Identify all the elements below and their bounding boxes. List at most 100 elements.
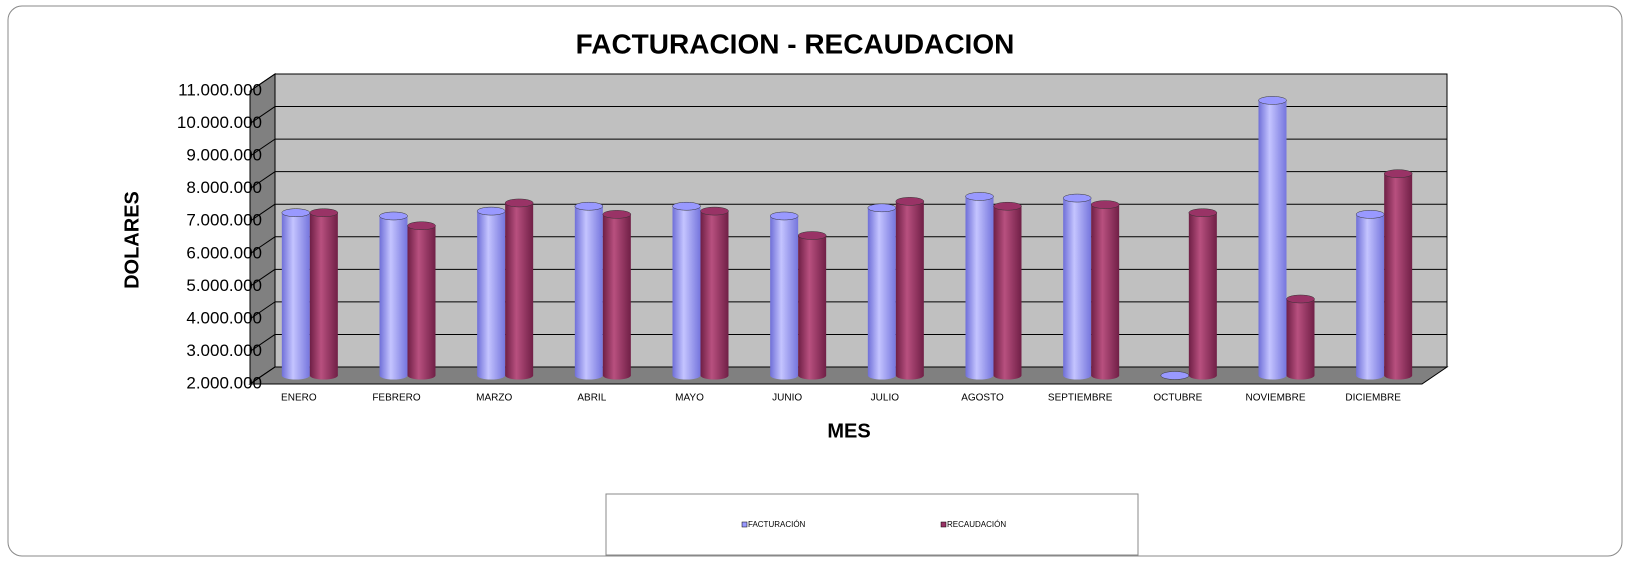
bar-base <box>895 371 924 380</box>
legend-swatch <box>940 521 947 528</box>
legend-swatch <box>741 521 748 528</box>
x-tick-label: JUNIO <box>772 393 802 404</box>
bar-body <box>1356 214 1385 376</box>
x-axis-title: MES <box>827 420 870 442</box>
bar-base <box>672 371 701 380</box>
bar-body <box>505 202 534 376</box>
bar-base <box>867 371 896 380</box>
y-tick-label: 7.000.000 <box>186 211 262 230</box>
bar-base <box>965 371 994 380</box>
bar-body <box>1063 198 1092 376</box>
bar-top <box>1160 371 1190 380</box>
grid-line <box>249 171 276 190</box>
bar-body <box>965 196 994 376</box>
bar-top <box>965 192 994 201</box>
x-tick-label: DICIEMBRE <box>1345 393 1401 404</box>
bar <box>281 208 311 380</box>
chart-title: FACTURACION - RECAUDACION <box>576 28 1015 59</box>
x-tick-label: SEPTIEMBRE <box>1048 393 1113 404</box>
grid-line <box>249 268 276 287</box>
bar-top <box>769 211 799 221</box>
bar <box>1383 169 1413 380</box>
y-tick-label: 6.000.000 <box>186 243 262 262</box>
bar-base <box>309 371 338 380</box>
grid-line <box>249 236 276 255</box>
x-tick-label: ABRIL <box>577 393 606 404</box>
grid-line <box>249 334 276 352</box>
bar-base <box>574 371 603 380</box>
bar-body <box>1286 298 1315 376</box>
bar-body <box>1258 100 1287 376</box>
bar <box>407 221 436 380</box>
bar-top <box>476 206 506 216</box>
bar-top <box>1355 210 1385 219</box>
bar <box>867 203 897 380</box>
bar-base <box>798 371 827 380</box>
bar-body <box>379 215 408 376</box>
bar-base <box>1091 371 1120 380</box>
x-tick-label: FEBRERO <box>372 393 421 404</box>
bar <box>1188 208 1218 380</box>
bar-body <box>281 212 310 376</box>
bar <box>1090 200 1120 380</box>
bar <box>769 211 799 380</box>
legend <box>605 493 1139 556</box>
bar-body <box>602 214 631 376</box>
x-tick-label: MAYO <box>675 393 704 404</box>
bar-base <box>477 371 506 380</box>
bar-base <box>993 371 1022 380</box>
bar-top <box>1090 200 1120 209</box>
bar-body <box>407 225 436 376</box>
x-tick-label: JULIO <box>871 393 900 404</box>
bar-base <box>1258 371 1287 380</box>
bar-base <box>1286 371 1315 380</box>
bar-body <box>672 206 701 376</box>
bar-body <box>798 235 827 376</box>
bar-body <box>309 212 338 376</box>
bar-body <box>1384 173 1413 376</box>
bar-top <box>797 231 827 240</box>
bar-top <box>867 203 897 213</box>
bar-body <box>1091 204 1120 376</box>
y-tick-label: 9.000.000 <box>186 146 262 165</box>
bar <box>574 201 604 380</box>
grid-line <box>249 366 276 385</box>
bar <box>309 208 339 380</box>
bar-body <box>895 201 924 376</box>
bar-body <box>867 207 896 376</box>
legend-label: RECAUDACIÓN <box>947 520 1006 529</box>
y-tick-label: 4.000.000 <box>186 308 262 327</box>
bar-top <box>504 198 534 208</box>
y-tick-label: 11.000.000 <box>178 80 262 99</box>
bar-base <box>505 371 534 380</box>
bar-base <box>1384 371 1413 380</box>
bar <box>379 211 408 380</box>
bar <box>797 231 827 380</box>
bar-body <box>993 206 1022 376</box>
bar <box>1258 96 1287 380</box>
bar-top <box>1258 96 1287 105</box>
y-axis-title: DOLARES <box>121 191 143 289</box>
bar-top <box>700 206 729 216</box>
legend-label: FACTURACIÓN <box>748 520 806 529</box>
grid-line <box>249 73 276 92</box>
bar-top <box>602 210 632 219</box>
bar <box>1062 193 1092 380</box>
bar-base <box>1356 371 1385 380</box>
bar <box>700 206 729 380</box>
bar <box>1160 371 1190 380</box>
y-tick-label: 10.000.000 <box>177 113 262 132</box>
bar <box>1355 210 1385 380</box>
bar-top <box>1062 193 1092 203</box>
bar-body <box>1188 212 1217 376</box>
bar <box>602 210 632 380</box>
grid-line <box>249 106 276 124</box>
bar-top <box>672 201 701 211</box>
x-tick-label: AGOSTO <box>961 393 1004 404</box>
bar-top <box>1188 208 1218 217</box>
y-tick-label: 5.000.000 <box>186 276 262 295</box>
bar-top <box>1286 294 1315 304</box>
grid-line <box>249 203 276 222</box>
bar-base <box>407 371 436 380</box>
